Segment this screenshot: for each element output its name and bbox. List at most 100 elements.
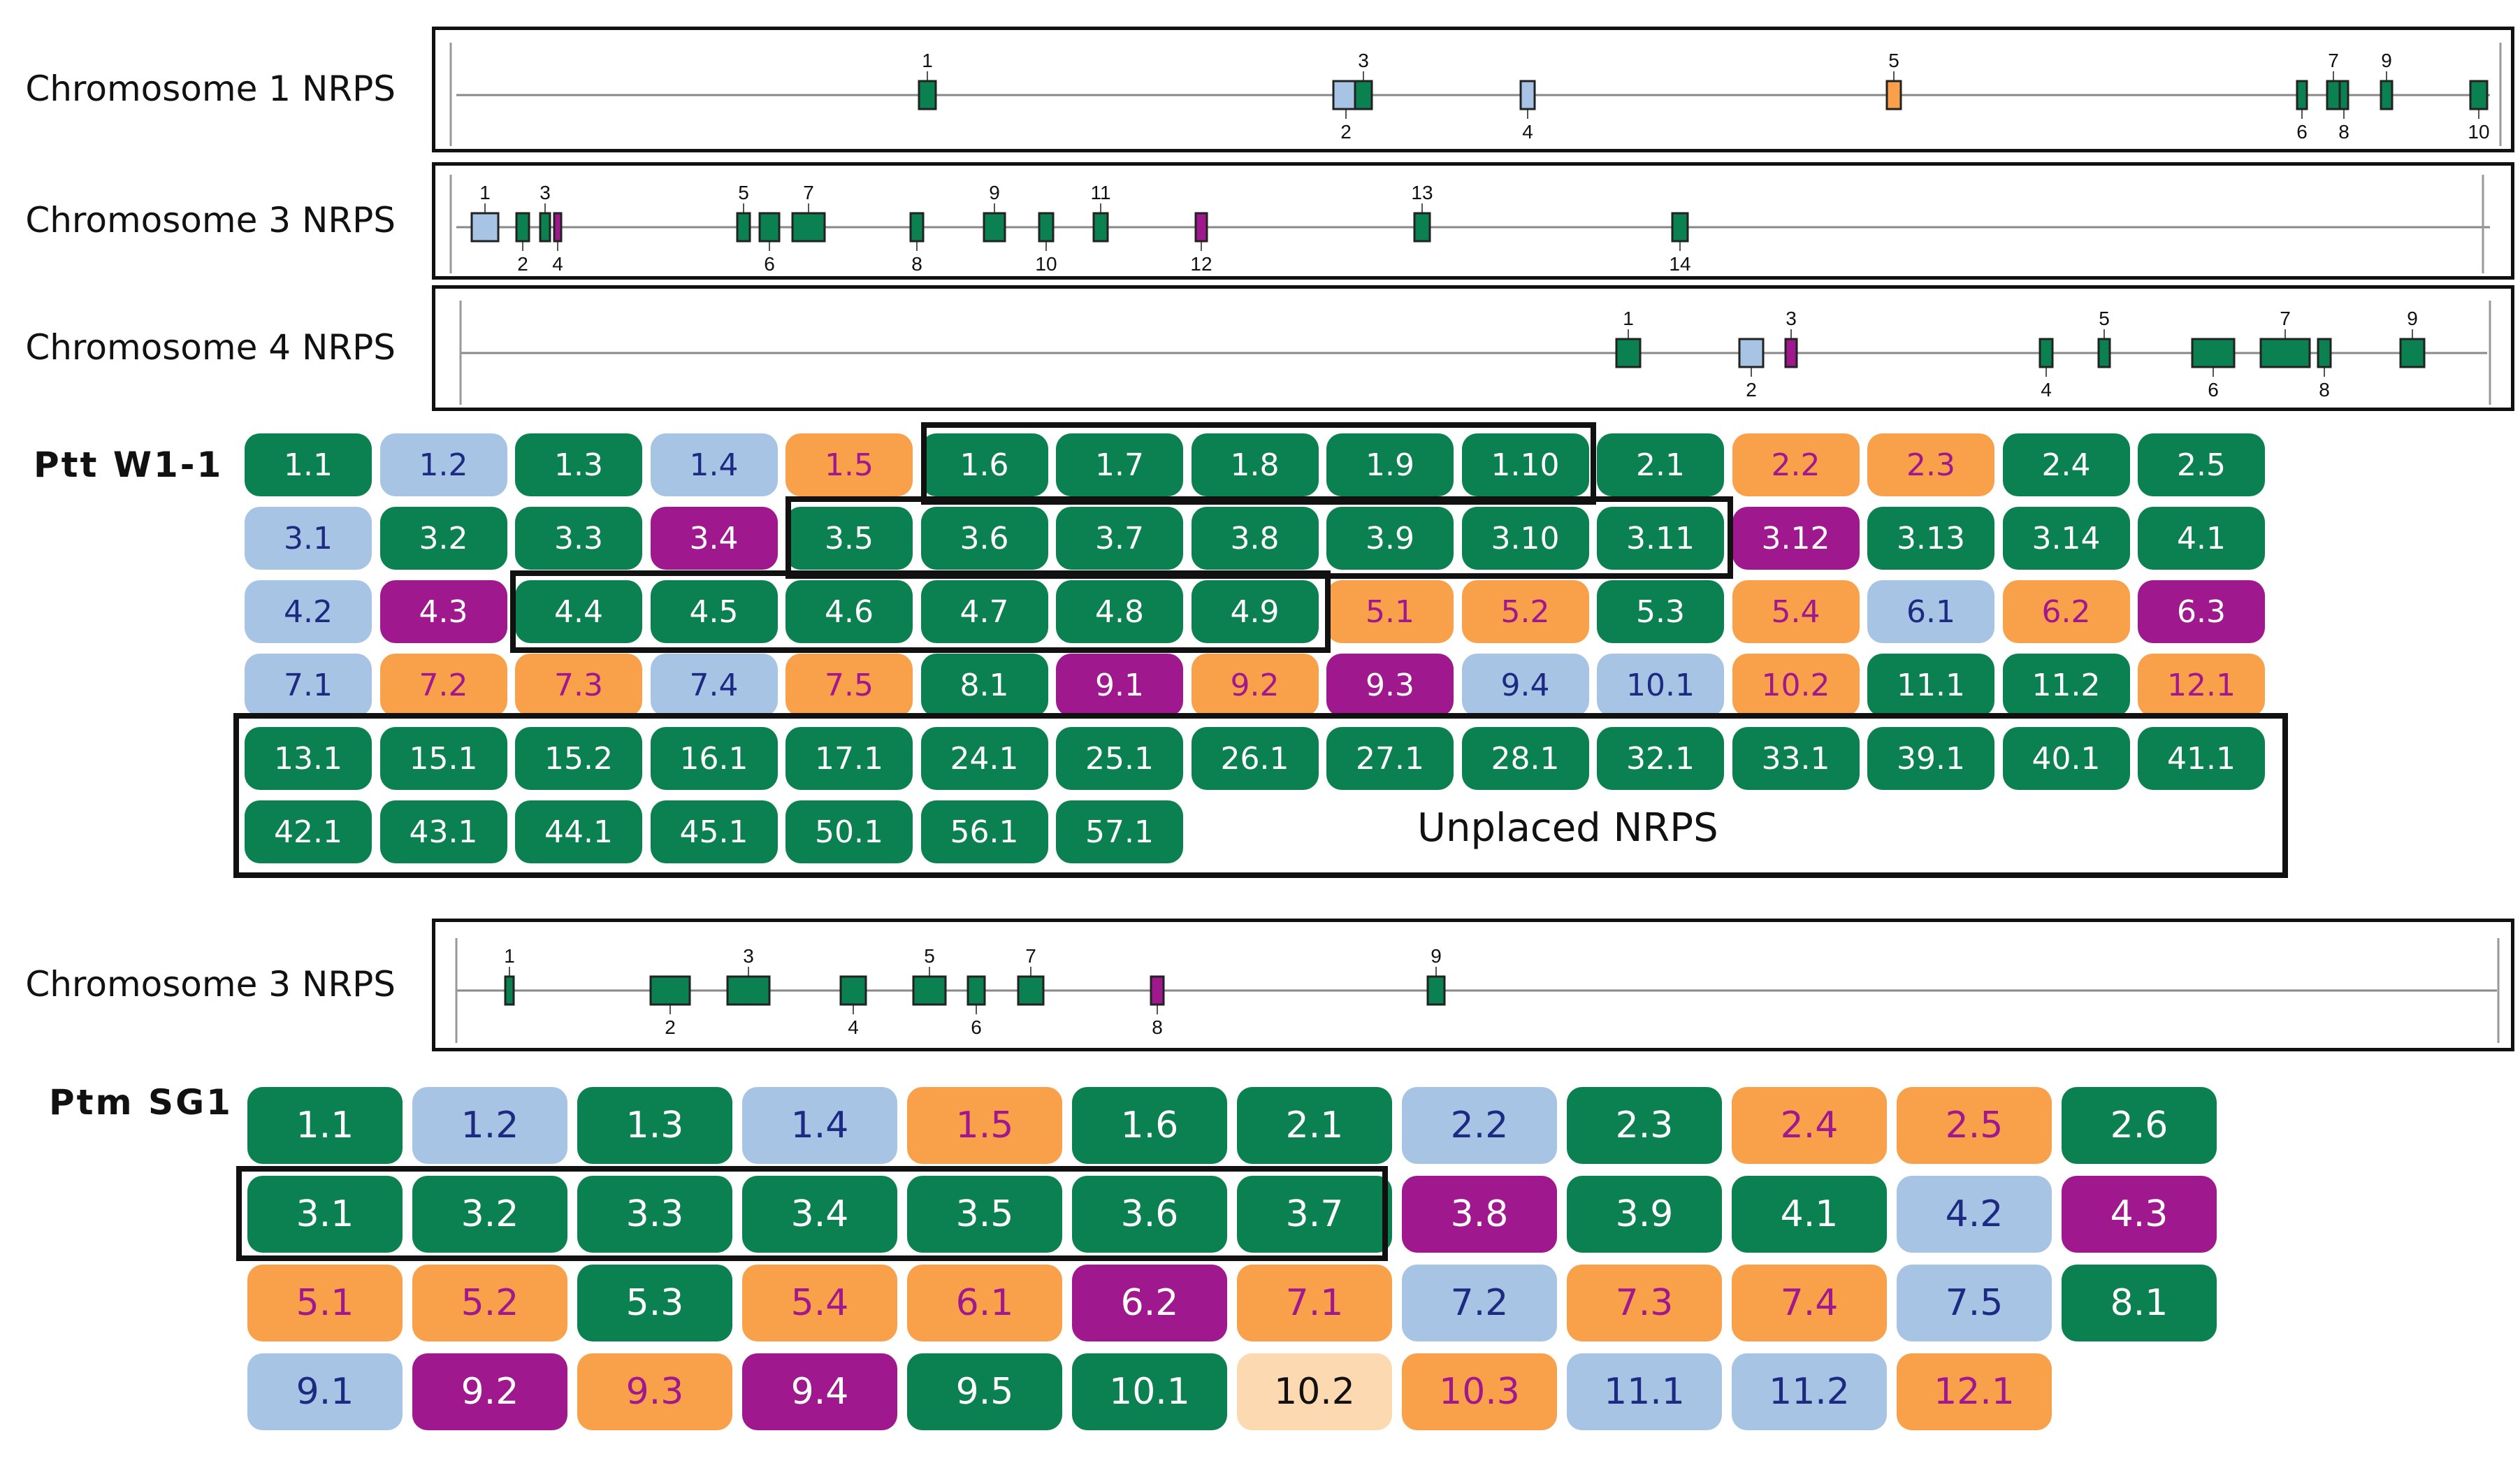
nrps-tile: 2.2 — [1732, 433, 1860, 496]
gene-marker — [2317, 338, 2332, 368]
nrps-tile: 3.1 — [245, 507, 372, 570]
gene-number: 9 — [989, 182, 1000, 203]
nrps-tile: 7.1 — [245, 654, 372, 717]
nrps-tile: 1.5 — [785, 433, 913, 496]
nrps-tile: 1.6 — [1072, 1087, 1227, 1164]
nrps-tile: 9.5 — [907, 1353, 1062, 1430]
cluster-outline — [921, 422, 1596, 505]
gene-marker — [504, 975, 515, 1006]
nrps-tile: 50.1 — [785, 800, 913, 863]
nrps-tile: 2.1 — [1597, 433, 1724, 496]
nrps-tile: 9.3 — [1326, 654, 1454, 717]
track-label: Chromosome 3 NRPS — [25, 964, 396, 1005]
nrps-tile: 12.1 — [2138, 654, 2265, 717]
nrps-tile: 4.9 — [1191, 580, 1319, 643]
nrps-tile: 57.1 — [1056, 800, 1183, 863]
gene-number: 2 — [665, 1016, 676, 1038]
gene-track: 1 2 3 4 5 6 7 8 9 10 — [449, 43, 2502, 146]
cluster-outline — [233, 713, 2288, 878]
nrps-tile: 33.1 — [1732, 727, 1860, 790]
nrps-tile: 2.5 — [1897, 1087, 2052, 1164]
nrps-tile: 4.6 — [785, 580, 913, 643]
nrps-tile: 1.9 — [1326, 433, 1454, 496]
nrps-tile: 13.1 — [245, 727, 372, 790]
gene-marker — [2399, 338, 2426, 368]
gene-number: 7 — [1025, 945, 1036, 967]
gene-marker — [726, 975, 771, 1006]
gene-marker — [1738, 338, 1765, 368]
gene-number: 7 — [2280, 308, 2291, 329]
gene-number: 2 — [1340, 121, 1352, 143]
nrps-tile: 9.1 — [247, 1353, 403, 1430]
nrps-tile: 1.10 — [1461, 433, 1589, 496]
gene-marker — [758, 212, 781, 243]
nrps-tile: 40.1 — [2002, 727, 2130, 790]
track-frame: 1 2 3 4 5 6 7 8 9 10 — [432, 27, 2514, 152]
track-label: Chromosome 4 NRPS — [25, 327, 396, 368]
nrps-tile: 1.2 — [379, 433, 507, 496]
gene-marker — [1426, 975, 1446, 1006]
nrps-tile: 10.1 — [1072, 1353, 1227, 1430]
nrps-tile: 3.6 — [920, 507, 1048, 570]
nrps-tile: 6.1 — [1867, 580, 1994, 643]
nrps-tile: 4.2 — [245, 580, 372, 643]
gene-number: 3 — [1358, 50, 1369, 71]
nrps-tile: 5.1 — [247, 1265, 403, 1341]
nrps-tile: 2.5 — [2138, 433, 2265, 496]
nrps-tile: 3.2 — [412, 1176, 567, 1253]
gene-marker — [791, 212, 826, 243]
nrps-tile: 2.1 — [1237, 1087, 1392, 1164]
gene-number: 5 — [924, 945, 935, 967]
nrps-tile: 1.5 — [907, 1087, 1062, 1164]
gene-number: 2 — [1746, 379, 1757, 401]
gene-number: 4 — [2041, 379, 2052, 401]
gene-marker — [839, 975, 867, 1006]
nrps-tile: 6.2 — [1072, 1265, 1227, 1341]
track-label: Chromosome 3 NRPS — [25, 200, 396, 240]
gene-number: 9 — [1431, 945, 1442, 967]
nrps-tile: 4.4 — [515, 580, 642, 643]
gene-marker — [649, 975, 691, 1006]
nrps-tile: 9.1 — [1056, 654, 1183, 717]
gene-marker — [1092, 212, 1109, 243]
nrps-tile: 24.1 — [920, 727, 1048, 790]
nrps-tile: 8.1 — [2062, 1265, 2217, 1341]
nrps-tile: 3.8 — [1191, 507, 1319, 570]
nrps-tile: 3.10 — [1461, 507, 1589, 570]
nrps-tile: 10.2 — [1237, 1353, 1392, 1430]
nrps-tile: 3.13 — [1867, 507, 1994, 570]
nrps-tile: 10.2 — [1732, 654, 1860, 717]
nrps-tile: 5.2 — [412, 1265, 567, 1341]
gene-marker — [2039, 338, 2054, 368]
gene-marker — [515, 212, 530, 243]
gene-number: 9 — [2381, 50, 2392, 71]
nrps-tile: 12.1 — [1897, 1353, 2052, 1430]
nrps-tile: 3.8 — [1402, 1176, 1557, 1253]
gene-marker — [2191, 338, 2236, 368]
nrps-tile: 3.3 — [577, 1176, 732, 1253]
gene-marker — [1150, 975, 1165, 1006]
gene-marker — [1194, 212, 1208, 243]
gene-number: 7 — [2328, 50, 2339, 71]
nrps-tile: 2.6 — [2062, 1087, 2217, 1164]
nrps-tile: 7.4 — [650, 654, 778, 717]
unplaced-label: Unplaced NRPS — [1417, 805, 1718, 851]
nrps-tile: 6.2 — [2002, 580, 2130, 643]
panel-title: Ptm SG1 — [49, 1082, 233, 1123]
nrps-tile: 44.1 — [515, 800, 642, 863]
nrps-tile: 11.1 — [1867, 654, 1994, 717]
nrps-tile: 3.12 — [1732, 507, 1860, 570]
nrps-tile: 32.1 — [1597, 727, 1724, 790]
gene-marker — [1413, 212, 1431, 243]
nrps-tile: 4.2 — [1897, 1176, 2052, 1253]
nrps-tile: 7.5 — [785, 654, 913, 717]
nrps-tile: 41.1 — [2138, 727, 2265, 790]
cluster-outline — [510, 570, 1331, 653]
nrps-tile: 2.3 — [1867, 433, 1994, 496]
gene-marker — [2338, 80, 2349, 110]
nrps-tile: 7.1 — [1237, 1265, 1392, 1341]
gene-marker — [470, 212, 500, 243]
gene-number: 6 — [2208, 379, 2219, 401]
panel-title: Ptt W1-1 — [34, 445, 224, 485]
gene-number: 1 — [922, 50, 933, 71]
